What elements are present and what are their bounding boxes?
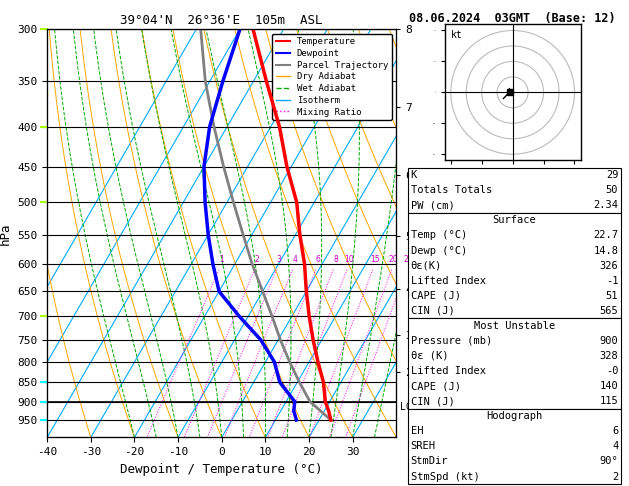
Text: EH: EH	[411, 426, 423, 436]
Text: 6: 6	[612, 426, 618, 436]
Text: LCL: LCL	[401, 402, 418, 412]
X-axis label: Dewpoint / Temperature (°C): Dewpoint / Temperature (°C)	[121, 463, 323, 476]
Text: kt: kt	[451, 31, 462, 40]
Text: 90°: 90°	[599, 456, 618, 467]
Legend: Temperature, Dewpoint, Parcel Trajectory, Dry Adiabat, Wet Adiabat, Isotherm, Mi: Temperature, Dewpoint, Parcel Trajectory…	[272, 34, 392, 120]
Text: Temp (°C): Temp (°C)	[411, 230, 467, 241]
Y-axis label: km
ASL: km ASL	[421, 233, 442, 255]
Text: 115: 115	[599, 396, 618, 406]
Text: 29: 29	[606, 170, 618, 180]
Text: 900: 900	[599, 336, 618, 346]
Text: 15: 15	[370, 255, 380, 264]
Text: Lifted Index: Lifted Index	[411, 276, 486, 286]
Text: CIN (J): CIN (J)	[411, 306, 455, 316]
Text: 4: 4	[612, 441, 618, 451]
Text: 4: 4	[292, 255, 297, 264]
Text: 22.7: 22.7	[593, 230, 618, 241]
Text: -1: -1	[606, 276, 618, 286]
Text: 20: 20	[389, 255, 399, 264]
Text: 08.06.2024  03GMT  (Base: 12): 08.06.2024 03GMT (Base: 12)	[409, 12, 616, 25]
Text: Most Unstable: Most Unstable	[474, 321, 555, 331]
Text: CAPE (J): CAPE (J)	[411, 381, 460, 391]
Text: StmSpd (kt): StmSpd (kt)	[411, 471, 479, 482]
Text: 1: 1	[219, 255, 224, 264]
Text: 565: 565	[599, 306, 618, 316]
Text: -0: -0	[606, 366, 618, 376]
Title: 39°04'N  26°36'E  105m  ASL: 39°04'N 26°36'E 105m ASL	[121, 14, 323, 27]
Text: 2: 2	[254, 255, 259, 264]
Text: PW (cm): PW (cm)	[411, 200, 455, 210]
Text: Hodograph: Hodograph	[486, 411, 543, 421]
Text: 140: 140	[599, 381, 618, 391]
Text: SREH: SREH	[411, 441, 436, 451]
Text: Dewp (°C): Dewp (°C)	[411, 245, 467, 256]
Text: 14.8: 14.8	[593, 245, 618, 256]
Text: 2: 2	[612, 471, 618, 482]
Text: StmDir: StmDir	[411, 456, 448, 467]
Text: 10: 10	[344, 255, 354, 264]
Text: Totals Totals: Totals Totals	[411, 185, 492, 195]
Text: 3: 3	[276, 255, 281, 264]
Text: Surface: Surface	[493, 215, 537, 226]
Text: Lifted Index: Lifted Index	[411, 366, 486, 376]
Y-axis label: hPa: hPa	[0, 222, 12, 244]
Text: 8: 8	[333, 255, 338, 264]
Text: 50: 50	[606, 185, 618, 195]
Text: θε(K): θε(K)	[411, 260, 442, 271]
Text: 51: 51	[606, 291, 618, 301]
Text: θε (K): θε (K)	[411, 351, 448, 361]
Text: 25: 25	[404, 255, 413, 264]
Text: 2.34: 2.34	[593, 200, 618, 210]
Text: 326: 326	[599, 260, 618, 271]
Text: Pressure (mb): Pressure (mb)	[411, 336, 492, 346]
Text: CIN (J): CIN (J)	[411, 396, 455, 406]
Text: © weatheronline.co.uk: © weatheronline.co.uk	[449, 470, 580, 480]
Text: CAPE (J): CAPE (J)	[411, 291, 460, 301]
Text: K: K	[411, 170, 417, 180]
Text: 328: 328	[599, 351, 618, 361]
Text: 6: 6	[316, 255, 321, 264]
